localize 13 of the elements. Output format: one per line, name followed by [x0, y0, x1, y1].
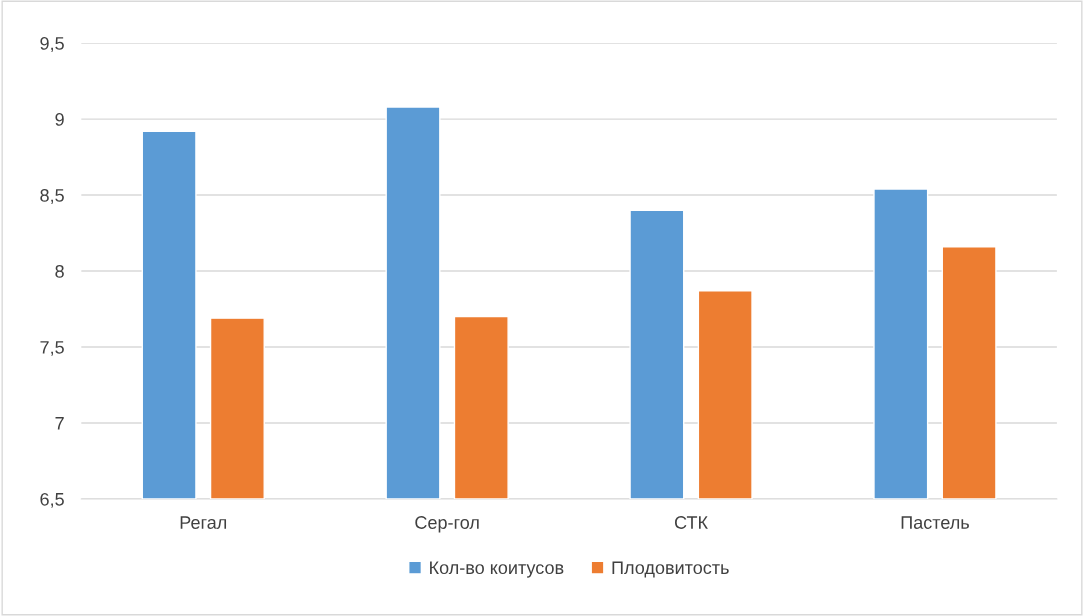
x-tick-label: Сер-гол — [415, 516, 479, 533]
x-tick-label: СТК — [674, 516, 708, 529]
y-tick-label: 7,5 — [40, 341, 64, 356]
y-tick-label: 8,5 — [40, 189, 64, 204]
legend-label: Плодовитость — [612, 561, 729, 578]
legend-label: Кол-во коитусов — [430, 561, 564, 578]
y-tick-label: 7 — [55, 417, 64, 430]
x-tick-label: Пастель — [901, 516, 969, 529]
x-tick-label: Регал — [180, 516, 227, 529]
y-tick-label: 8 — [55, 264, 64, 278]
y-tick-label: 6,5 — [40, 492, 64, 508]
y-tick-label: 9,5 — [40, 37, 64, 52]
y-tick-label: 9 — [55, 113, 64, 126]
